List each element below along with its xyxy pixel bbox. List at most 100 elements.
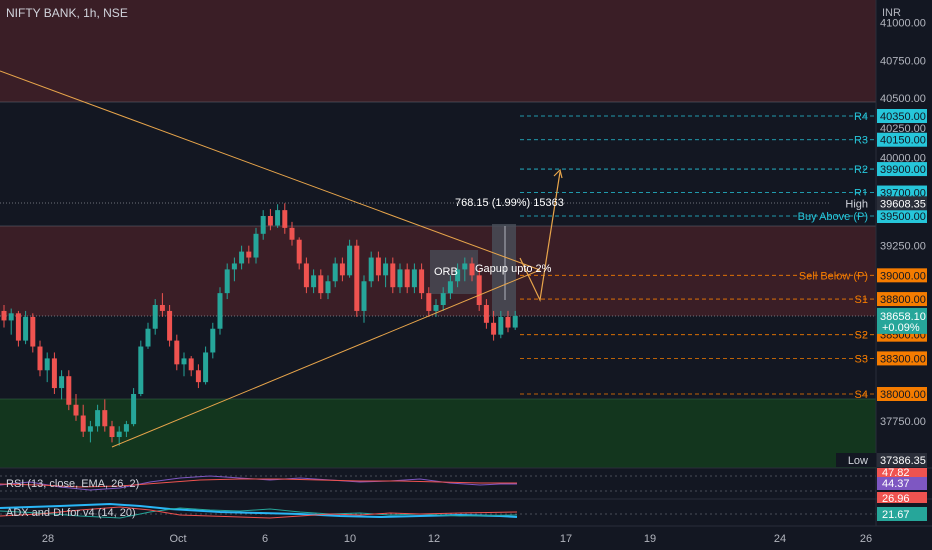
candle-body (512, 315, 518, 328)
time-axis-label: 17 (560, 533, 572, 545)
price-axis-ticks: 41000.00 40750.00 40500.00 40250.00 40000.00… (880, 18, 926, 428)
candle-body (15, 313, 21, 341)
time-axis: 28 Oct 6 10 12 17 19 24 26 (42, 533, 872, 545)
candle-body (145, 328, 151, 347)
candle-body (8, 313, 14, 321)
candle-body (116, 431, 122, 438)
candle-body (483, 305, 489, 323)
candle-body (289, 227, 295, 240)
candle-body (368, 257, 374, 282)
last-price-text: 38658.10 (880, 311, 926, 323)
level-name: S3 (855, 353, 868, 365)
time-axis-label: Oct (169, 533, 186, 545)
red-resistance-zone-top (0, 0, 876, 102)
candle-body (195, 370, 201, 383)
candle-body (203, 352, 209, 383)
candle-body (404, 269, 410, 288)
rsi-line (0, 475, 517, 491)
level-name: R2 (854, 164, 868, 176)
candle-body (87, 426, 93, 432)
level-price-text: 40350.00 (880, 111, 926, 123)
price-tick-label: 40750.00 (880, 55, 926, 67)
low-price-text: 37386.35 (880, 455, 926, 467)
level-price-tag (877, 209, 927, 223)
rsi-label[interactable]: RSI (13, close, EMA, 26, 2) (6, 478, 139, 490)
high-label: High (845, 198, 868, 210)
level-price-tag (877, 185, 927, 200)
candle-body (123, 424, 129, 432)
level-price-text: 38300.00 (880, 353, 926, 365)
level-price-text: 38000.00 (880, 389, 926, 401)
candle-body (174, 340, 180, 365)
candle-body (224, 269, 230, 294)
level-price-tag (877, 132, 927, 147)
last-change-text: +0.09% (882, 322, 920, 334)
candle-body (397, 269, 403, 288)
candle-body (433, 305, 439, 311)
orb-label: ORB (434, 266, 458, 278)
candle-body (469, 263, 475, 276)
level-price-text: 38800.00 (880, 294, 926, 306)
candle-body (260, 216, 266, 234)
candle-body (59, 376, 65, 389)
candle-body (375, 257, 381, 276)
candle-body (152, 305, 158, 329)
level-price-tag (877, 162, 927, 177)
candle-body (44, 358, 50, 371)
high-label-bg (830, 195, 874, 211)
candle-body (275, 210, 281, 226)
high-price-text: 39608.35 (880, 198, 926, 210)
candle-body (498, 316, 504, 335)
symbol-title[interactable]: NIFTY BANK, 1h, NSE (6, 6, 128, 20)
candle-body (476, 275, 482, 305)
di-plus-line (0, 507, 518, 519)
candle-body (66, 376, 72, 405)
level-price-text: 39500.00 (880, 211, 926, 223)
price-tick-label: 37750.00 (880, 416, 926, 428)
low-label-bg (836, 453, 876, 467)
candle-body (426, 293, 432, 311)
low-price-tag (877, 453, 927, 467)
last-price-tag (877, 307, 927, 334)
time-axis-label: 12 (428, 533, 440, 545)
candle-body (491, 322, 497, 335)
candle-body (411, 269, 417, 288)
candle-body (455, 269, 461, 282)
candle-body (37, 346, 43, 371)
candle-body (80, 415, 86, 432)
candle-body (419, 269, 425, 294)
rsi-ema-value: 47.82 (882, 467, 910, 479)
candle-body (181, 358, 187, 365)
trendline-upper (0, 70, 541, 271)
gapup-label: Gapup upto 2% (475, 263, 552, 275)
adx-tag (877, 507, 927, 521)
candle-body (447, 281, 453, 294)
rsi-ema-line (0, 478, 517, 488)
time-axis-label: 10 (344, 533, 356, 545)
price-tick-label: 40250.00 (880, 123, 926, 135)
time-axis-bg (0, 526, 932, 550)
candle-body (159, 305, 165, 311)
candle-body (109, 426, 115, 438)
candle-body (239, 251, 245, 264)
level-price-text: 39900.00 (880, 164, 926, 176)
candles (1, 203, 518, 446)
currency-label: INR (882, 7, 901, 19)
rsi-ema-tag (877, 468, 927, 477)
level-name: R4 (854, 111, 868, 123)
level-name: Buy Above (P) (798, 211, 868, 223)
adx-label[interactable]: ADX and DI for v4 (14, 20) (6, 507, 136, 519)
rsi-tag (877, 477, 927, 490)
candle-body (30, 316, 36, 347)
time-axis-label: 28 (42, 533, 54, 545)
candle-body (217, 293, 223, 329)
candle-body (311, 275, 317, 288)
level-price-tag (877, 292, 927, 307)
candle-body (325, 281, 331, 294)
di-tag (877, 492, 927, 503)
candle-body (282, 210, 288, 228)
price-tick-label: 39250.00 (880, 241, 926, 253)
level-price-tag (877, 387, 927, 401)
adx-value: 21.67 (882, 509, 910, 521)
